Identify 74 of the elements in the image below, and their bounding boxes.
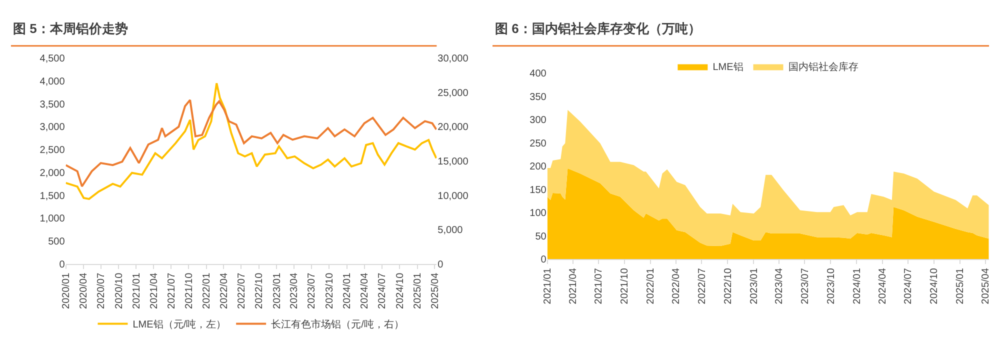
y2-tick-label: 20,000 (438, 122, 469, 134)
x-tick-label: 2020/10 (114, 272, 125, 309)
legend-label: 长江有色市场铝（元/吨，右） (271, 318, 404, 331)
x-tick-label: 2024/10 (929, 268, 940, 304)
x-tick-label: 2021/10 (620, 268, 631, 304)
y2-tick-label: 10,000 (438, 190, 469, 202)
x-tick-label: 2024/10 (394, 272, 406, 309)
x-tick-label: 2023/07 (306, 272, 318, 309)
y-tick-label: 1,000 (40, 214, 66, 225)
y-tick-label: 100 (530, 208, 547, 220)
x-tick-label: 2025/04 (430, 272, 441, 309)
x-tick-label: 2022/10 (722, 268, 734, 304)
line-series (66, 82, 437, 200)
x-tick-label: 2022/04 (671, 268, 682, 304)
x-tick-label: 2023/04 (774, 268, 786, 304)
x-tick-label: 2021/10 (184, 272, 195, 309)
x-tick-label: 2025/01 (412, 272, 424, 309)
y-tick-label: 4,500 (40, 54, 66, 65)
y-tick-label: 300 (530, 115, 547, 126)
x-tick-label: 2024/01 (852, 268, 863, 304)
x-tick-label: 2025/04 (980, 268, 992, 304)
x-tick-label: 2023/10 (324, 272, 336, 309)
x-tick-label: 2023/07 (800, 268, 811, 304)
y-tick-label: 1,500 (40, 190, 66, 202)
y-tick-label: 50 (535, 231, 547, 242)
x-tick-label: 2022/07 (236, 272, 248, 309)
x-tick-label: 2023/01 (748, 268, 760, 304)
y-tick-label: 0 (59, 259, 66, 270)
x-tick-label: 2022/07 (696, 268, 708, 304)
y-tick-label: 3,000 (40, 122, 66, 134)
y-tick-label: 200 (530, 162, 547, 173)
x-tick-label: 2023/04 (289, 272, 300, 309)
y2-tick-label: 15,000 (438, 156, 469, 168)
y-tick-label: 400 (530, 68, 547, 80)
x-tick-label: 2021/04 (148, 272, 160, 309)
x-tick-label: 2021/07 (166, 272, 178, 309)
y-tick-label: 2,500 (40, 145, 66, 156)
x-tick-label: 2022/04 (218, 272, 230, 309)
legend-label: 国内铝社会库存 (788, 61, 858, 74)
x-tick-label: 2020/01 (61, 272, 72, 309)
x-tick-label: 2024/07 (903, 268, 914, 304)
x-tick-label: 2023/10 (826, 268, 837, 304)
y-tick-label: 4,000 (40, 76, 66, 88)
x-tick-label: 2021/04 (568, 268, 580, 304)
chart-title: 图 5：本周铝价走势 (13, 21, 128, 36)
y-tick-label: 350 (530, 92, 547, 103)
y2-tick-label: 5,000 (438, 225, 464, 236)
y2-tick-label: 30,000 (438, 54, 469, 65)
x-tick-label: 2021/07 (594, 268, 605, 304)
x-tick-label: 2020/04 (78, 272, 90, 309)
x-tick-label: 2025/01 (955, 268, 966, 304)
x-tick-label: 2024/04 (360, 272, 371, 309)
y-tick-label: 250 (530, 138, 547, 150)
x-tick-label: 2022/10 (254, 272, 266, 309)
y-tick-label: 0 (540, 254, 547, 266)
y-tick-label: 2,000 (40, 168, 66, 179)
x-tick-label: 2022/01 (202, 272, 213, 309)
x-tick-label: 2024/07 (377, 272, 388, 309)
y-tick-label: 3,500 (40, 99, 66, 110)
x-tick-label: 2021/01 (542, 268, 554, 304)
x-tick-label: 2022/01 (646, 268, 657, 304)
x-tick-label: 2024/01 (342, 272, 354, 309)
legend-label: LME铝 (712, 62, 744, 74)
y2-tick-label: 25,000 (438, 88, 469, 99)
chart-title: 图 6：国内铝社会库存变化（万吨） (495, 21, 701, 36)
x-tick-label: 2023/01 (272, 272, 283, 309)
y-tick-label: 500 (48, 236, 66, 248)
y2-tick-label: 0 (438, 259, 444, 270)
x-tick-label: 2021/01 (131, 272, 142, 309)
x-tick-label: 2020/07 (96, 272, 108, 309)
y-tick-label: 150 (530, 184, 547, 196)
line-series (66, 98, 437, 188)
legend-label: LME铝（元/吨，左） (132, 318, 226, 331)
x-tick-label: 2024/04 (878, 268, 889, 304)
